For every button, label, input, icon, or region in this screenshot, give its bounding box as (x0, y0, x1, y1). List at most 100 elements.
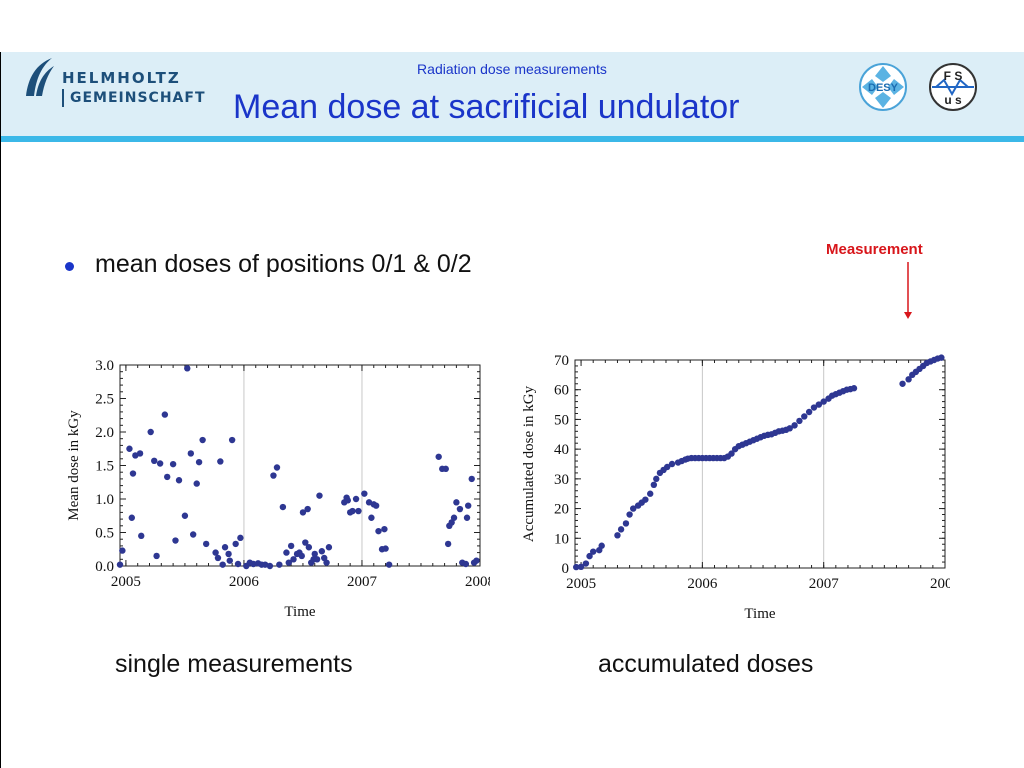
data-point (128, 514, 136, 521)
data-point (129, 470, 137, 477)
fs-us-logo-icon: F S u s (929, 63, 977, 111)
data-point (283, 549, 290, 556)
data-point (626, 511, 633, 518)
data-point (344, 497, 352, 504)
data-point (464, 502, 472, 509)
data-point (225, 550, 232, 558)
helmholtz-logo-icon (26, 58, 54, 96)
data-point (444, 540, 452, 548)
data-point (442, 465, 449, 473)
data-point (375, 527, 382, 535)
data-point (266, 562, 274, 570)
data-point (305, 544, 313, 551)
data-point (169, 460, 177, 468)
data-point (195, 458, 203, 466)
data-point (368, 514, 375, 521)
plot-frame (574, 359, 946, 569)
data-point (382, 545, 389, 552)
measurement-arrow-icon (904, 262, 912, 319)
y-tick-label: 60 (554, 383, 569, 399)
data-point (313, 556, 321, 563)
data-point (279, 503, 287, 511)
y-tick-label: 20 (554, 502, 569, 518)
data-point (217, 458, 224, 465)
data-point (468, 475, 475, 483)
x-tick-label: 2008 (930, 576, 950, 592)
data-point (899, 380, 906, 387)
data-point (290, 556, 297, 563)
data-point (815, 401, 823, 408)
data-point (184, 365, 191, 372)
data-point (219, 561, 226, 568)
y-axis-label: Accumulated dose in kGy (521, 385, 537, 542)
data-point (473, 557, 480, 564)
org-name-line1: HELMHOLTZ (62, 69, 181, 87)
data-point (214, 554, 222, 562)
x-tick-label: 2007 (347, 574, 378, 590)
data-point (850, 385, 858, 392)
data-point (586, 552, 593, 560)
y-tick-label: 30 (554, 472, 569, 488)
x-tick-label: 2008 (465, 574, 490, 590)
data-point (323, 559, 330, 566)
data-point (316, 492, 323, 499)
data-point (136, 450, 144, 457)
slide-header (1, 52, 1024, 136)
data-point (285, 559, 292, 566)
data-point (463, 514, 471, 521)
data-point (147, 428, 154, 436)
caption-accumulated-doses: accumulated doses (598, 650, 814, 678)
data-point (302, 539, 309, 546)
data-point (187, 450, 195, 457)
x-axis-label: Time (284, 604, 315, 620)
data-point (791, 422, 798, 429)
data-point (250, 560, 257, 568)
accumulated-doses-chart: 2005 2006 2007 2008 0 10 20 30 40 50 60 70 Time Accum… (521, 353, 950, 622)
data-point (119, 547, 126, 554)
y-tick-label: 50 (554, 412, 569, 428)
data-point (325, 544, 333, 551)
fs-badge-text: F S (944, 69, 963, 83)
data-point (598, 542, 605, 549)
data-point (304, 505, 311, 513)
data-point (228, 436, 236, 444)
data-point (810, 404, 818, 411)
header-accent-line (1, 136, 1024, 142)
data-point (577, 563, 585, 571)
data-point (820, 398, 827, 405)
data-point (589, 548, 597, 555)
bullet-text: mean doses of positions 0/1 & 0/2 (95, 250, 472, 278)
data-point (453, 499, 460, 506)
data-point (189, 531, 197, 538)
data-point (435, 453, 442, 460)
data-point (273, 464, 281, 471)
bullet-icon (65, 262, 74, 271)
data-point (276, 561, 283, 568)
data-point (270, 472, 277, 479)
data-point (650, 481, 658, 488)
data-point (221, 544, 229, 551)
data-point (462, 560, 470, 568)
y-tick-label: 0 (562, 561, 570, 577)
y-tick-label: 1.0 (95, 492, 114, 508)
data-point (164, 473, 171, 481)
data-point (801, 413, 808, 420)
y-tick-label: 2.5 (95, 392, 114, 408)
data-point (668, 460, 676, 468)
data-point (642, 496, 649, 503)
data-point (582, 560, 590, 567)
data-point (622, 520, 630, 527)
data-point (193, 480, 200, 487)
data-point (212, 549, 219, 556)
data-point (663, 463, 671, 471)
data-point (237, 534, 244, 542)
data-point (156, 460, 164, 467)
data-point (287, 542, 295, 550)
y-tick-label: 2.0 (95, 425, 114, 441)
y-tick-label: 40 (554, 442, 569, 458)
x-tick-label: 2005 (111, 574, 141, 590)
data-point (617, 526, 625, 533)
data-point (381, 525, 388, 533)
y-tick-label: 1.5 (95, 459, 114, 475)
data-point (349, 507, 356, 515)
